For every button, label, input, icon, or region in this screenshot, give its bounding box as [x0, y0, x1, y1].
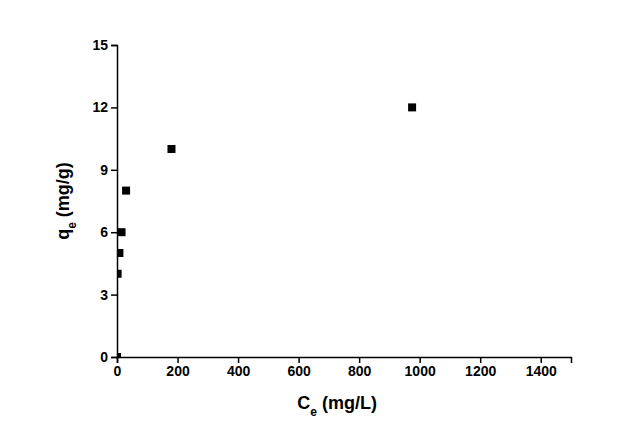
tick-label: 1000 [405, 363, 436, 379]
tick-label: 800 [348, 363, 372, 379]
tick-mark [111, 107, 117, 109]
tick-mark [111, 45, 117, 47]
tick: 15 [92, 37, 117, 53]
tick-label: 15 [92, 37, 108, 53]
tick: 1000 [405, 357, 436, 379]
tick-mark [111, 170, 117, 172]
tick-label: 9 [100, 162, 108, 178]
point [167, 145, 175, 153]
tick-mark [111, 232, 117, 234]
tick-label: 0 [100, 349, 108, 365]
tick-label: 12 [92, 99, 108, 115]
tick-label: 1200 [465, 363, 496, 379]
tick-label: 400 [227, 363, 251, 379]
tick-mark [111, 357, 117, 359]
tick: 800 [348, 357, 372, 379]
points [117, 103, 416, 357]
point [117, 353, 121, 357]
chart: 0 200 400 600 800 1000 1200 1400 0 3 6 9 12 15 Ce (mg/… [0, 0, 635, 431]
point [122, 187, 130, 195]
tick: 1200 [465, 357, 496, 379]
axis-line [111, 46, 118, 358]
tick: 3 [100, 287, 117, 303]
y-axis: 0 3 6 9 12 15 [92, 37, 117, 365]
tick: 1400 [526, 357, 557, 379]
tick-label: 1400 [526, 363, 557, 379]
tick: 400 [227, 357, 251, 379]
x-axis-title: Ce (mg/L) [297, 393, 377, 419]
point [117, 270, 122, 278]
tick-label: 600 [287, 363, 311, 379]
tick: 0 [100, 349, 117, 365]
tick: 12 [92, 99, 117, 115]
tick: 200 [166, 357, 190, 379]
tick-label: 6 [100, 224, 108, 240]
tick: 0 [114, 357, 122, 379]
point [408, 103, 416, 111]
tick: 600 [287, 357, 311, 379]
tick-label: 0 [114, 363, 122, 379]
x-axis: 0 200 400 600 800 1000 1200 1400 [114, 357, 572, 379]
tick: 9 [100, 162, 117, 178]
tick-label: 3 [100, 287, 108, 303]
tick-label: 200 [166, 363, 190, 379]
tick: 6 [100, 224, 117, 240]
point [117, 249, 123, 257]
tick-mark [111, 294, 117, 296]
plot: 0 200 400 600 800 1000 1200 1400 0 3 6 9 12 15 [92, 37, 571, 379]
y-axis-title: qe (mg/g) [53, 162, 79, 240]
point [118, 228, 126, 236]
